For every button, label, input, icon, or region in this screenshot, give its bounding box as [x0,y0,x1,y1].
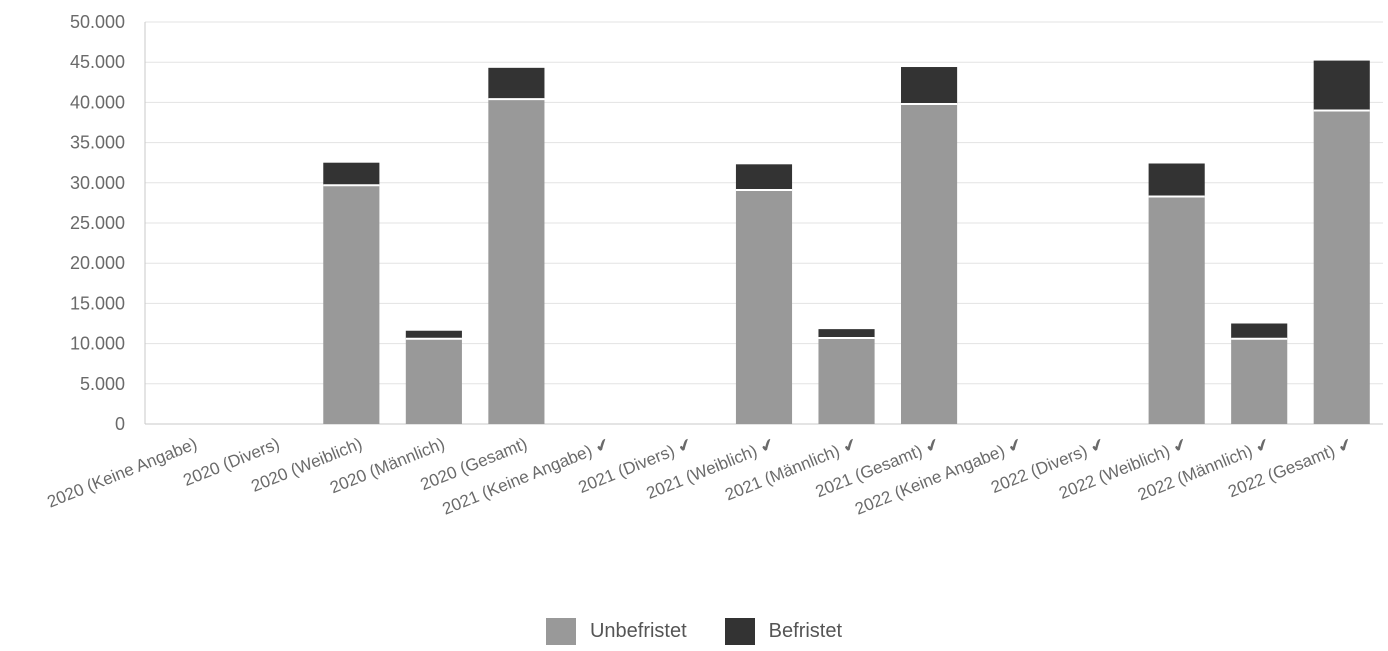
bar-unbefristet[interactable] [1148,196,1205,424]
y-tick-label: 0 [115,414,125,434]
y-tick-label: 25.000 [70,213,125,233]
bar-befristet[interactable] [735,164,793,191]
bar-unbefristet[interactable] [735,190,793,424]
legend: Unbefristet Befristet [0,618,1388,645]
y-tick-label: 20.000 [70,253,125,273]
y-tick-label: 50.000 [70,12,125,32]
legend-label-befristet: Befristet [768,620,843,642]
bar-unbefristet[interactable] [405,338,462,424]
y-tick-label: 10.000 [70,334,125,354]
x-axis: 2020 (Keine Angabe)2020 (Divers)2020 (We… [45,434,1356,519]
legend-swatch-befristet [724,618,755,645]
y-tick-label: 45.000 [70,52,125,72]
legend-label-unbefristet: Unbefristet [589,620,687,642]
bar-befristet[interactable] [488,67,545,100]
legend-swatch-unbefristet [545,618,576,645]
x-tick-label: 2020 (Keine Angabe) [45,434,200,511]
bar-befristet[interactable] [1148,163,1205,197]
stacked-bar-chart: 0 5.000 10.000 15.000 20.000 25.000 30.000 35.0… [45,12,1383,519]
bar-unbefristet[interactable] [1313,110,1370,424]
bar-unbefristet[interactable] [323,185,380,424]
bar-unbefristet[interactable] [488,99,545,425]
legend-item-unbefristet[interactable]: Unbefristet [545,618,687,645]
bar-unbefristet[interactable] [818,337,875,424]
bar-befristet[interactable] [1313,60,1370,111]
bar-befristet[interactable] [1231,323,1288,339]
y-tick-label: 5.000 [80,374,125,394]
bar-befristet[interactable] [405,330,462,339]
legend-item-befristet[interactable]: Befristet [724,618,843,645]
bar-befristet[interactable] [323,162,380,186]
bar-befristet[interactable] [818,329,875,338]
bar-unbefristet[interactable] [901,104,958,425]
bars [323,60,1370,425]
bar-unbefristet[interactable] [1231,338,1288,424]
y-tick-label: 15.000 [70,293,125,313]
y-tick-label: 35.000 [70,133,125,153]
y-axis: 0 5.000 10.000 15.000 20.000 25.000 30.000 35.0… [70,12,146,434]
y-tick-label: 40.000 [70,92,125,112]
y-tick-label: 30.000 [70,173,125,193]
bar-befristet[interactable] [901,67,958,105]
